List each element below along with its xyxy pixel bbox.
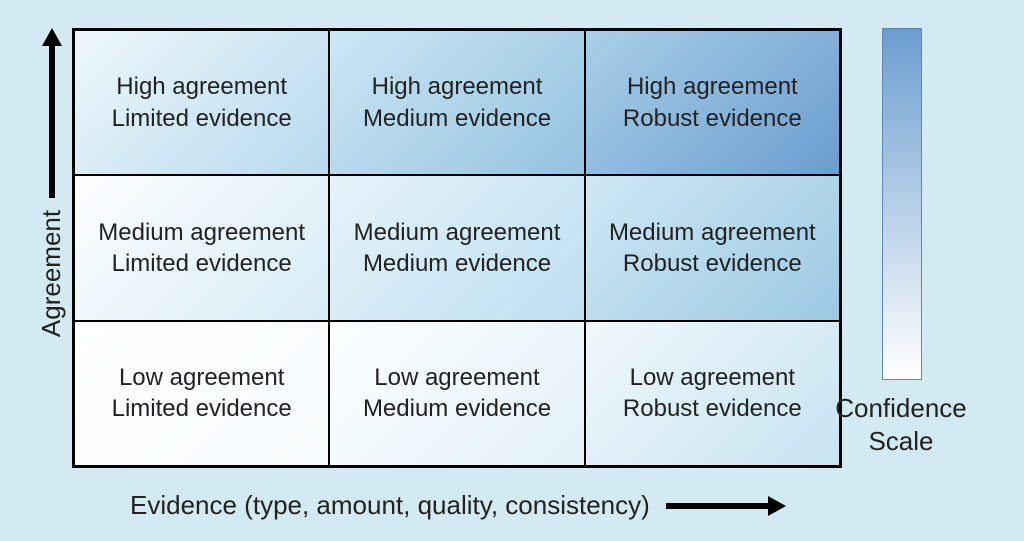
cell-agreement-line: Low agreement [630, 362, 795, 393]
cell-agreement-line: High agreement [372, 71, 543, 102]
matrix-cell: High agreementRobust evidence [585, 30, 840, 175]
cell-evidence-line: Robust evidence [623, 393, 802, 424]
arrow-right-icon [666, 501, 786, 511]
cell-evidence-line: Limited evidence [112, 248, 292, 279]
cell-evidence-line: Limited evidence [112, 103, 292, 134]
cell-agreement-line: High agreement [627, 71, 798, 102]
cell-evidence-line: Medium evidence [363, 248, 551, 279]
matrix-cell: Medium agreementLimited evidence [74, 175, 329, 320]
y-axis: Agreement [38, 28, 66, 468]
x-axis: Evidence (type, amount, quality, consist… [130, 490, 786, 521]
cell-agreement-line: Medium agreement [609, 217, 816, 248]
matrix-cell: Low agreementRobust evidence [585, 321, 840, 466]
cell-evidence-line: Medium evidence [363, 103, 551, 134]
legend-line2: Scale [868, 426, 933, 456]
confidence-scale-bar [882, 28, 922, 380]
matrix-cell: Low agreementLimited evidence [74, 321, 329, 466]
confidence-scale-label: Confidence Scale [806, 392, 996, 457]
cell-evidence-line: Robust evidence [623, 248, 802, 279]
arrow-up-icon [47, 28, 57, 198]
matrix-cell: High agreementMedium evidence [329, 30, 584, 175]
matrix-cell: Low agreementMedium evidence [329, 321, 584, 466]
matrix-cell: Medium agreementRobust evidence [585, 175, 840, 320]
cell-agreement-line: Low agreement [374, 362, 539, 393]
matrix-cell: Medium agreementMedium evidence [329, 175, 584, 320]
cell-evidence-line: Limited evidence [112, 393, 292, 424]
cell-agreement-line: Low agreement [119, 362, 284, 393]
cell-agreement-line: High agreement [116, 71, 287, 102]
cell-agreement-line: Medium agreement [98, 217, 305, 248]
legend-line1: Confidence [835, 393, 967, 423]
matrix-cell: High agreementLimited evidence [74, 30, 329, 175]
cell-agreement-line: Medium agreement [354, 217, 561, 248]
x-axis-label: Evidence (type, amount, quality, consist… [130, 490, 650, 521]
confidence-matrix: High agreementLimited evidenceHigh agree… [72, 28, 842, 468]
cell-evidence-line: Robust evidence [623, 103, 802, 134]
y-axis-label: Agreement [37, 210, 68, 337]
cell-evidence-line: Medium evidence [363, 393, 551, 424]
